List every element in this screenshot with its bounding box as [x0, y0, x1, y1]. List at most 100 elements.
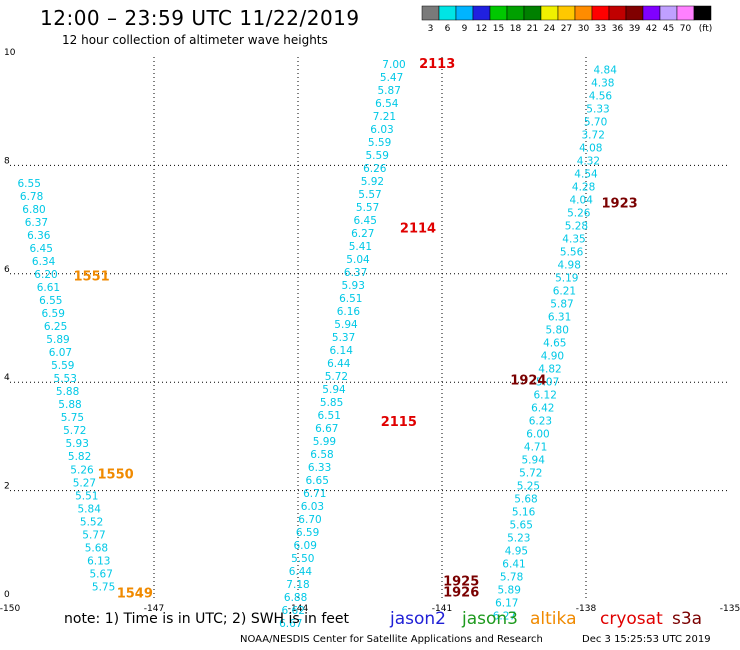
wave-height-value: 5.27: [73, 477, 96, 489]
wave-height-value: 5.57: [356, 202, 379, 214]
colorbar-swatch: [489, 5, 508, 21]
colorbar-label: 18: [510, 24, 522, 34]
wave-height-value: 5.77: [82, 529, 105, 541]
wave-height-value: 6.17: [495, 598, 518, 610]
x-tick-label: -150: [0, 604, 20, 614]
colorbar-label: 45: [663, 24, 674, 34]
wave-height-value: 5.87: [378, 85, 401, 97]
wave-height-value: 5.65: [510, 520, 533, 532]
wave-height-value: 5.59: [51, 360, 74, 372]
wave-height-value: 6.62: [282, 605, 305, 617]
colorbar-swatch: [659, 5, 678, 21]
wave-height-value: 6.41: [502, 559, 525, 571]
wave-height-value: 6.65: [306, 475, 329, 487]
wave-height-value: 5.41: [349, 241, 372, 253]
colorbar-label: 6: [445, 24, 451, 34]
colorbar-label: 3: [428, 24, 434, 34]
x-tick-label: -144: [288, 604, 309, 614]
wave-height-value: 5.99: [313, 436, 336, 448]
wave-height-value: 5.80: [546, 324, 569, 336]
wave-height-value: 6.59: [296, 527, 319, 539]
wave-height-value: 6.45: [30, 243, 53, 255]
wave-height-value: 4.08: [579, 142, 602, 154]
wave-height-value: 6.44: [327, 358, 351, 370]
wave-height-value: 4.84: [594, 64, 618, 76]
wave-height-value: 5.04: [346, 254, 370, 266]
wave-height-value: 6.51: [339, 293, 362, 305]
wave-height-value: 7.18: [286, 579, 309, 591]
note-text: note: 1) Time is in UTC; 2) SWH is in fe…: [64, 611, 350, 627]
colorbar-label: 9: [462, 24, 468, 34]
wave-height-value: 5.75: [61, 412, 84, 424]
pass-time-label: 1550: [98, 468, 134, 483]
wave-height-value: 5.89: [46, 334, 69, 346]
wave-height-value: 5.68: [85, 542, 108, 554]
wave-height-value: 5.70: [584, 116, 607, 128]
wave-height-value: 6.03: [301, 501, 324, 513]
wave-height-value: 6.20: [34, 269, 57, 281]
wave-height-value: 5.72: [325, 371, 348, 383]
wave-height-value: 4.54: [574, 168, 598, 180]
wave-height-value: 5.94: [334, 319, 358, 331]
wave-height-value: 6.54: [375, 98, 399, 110]
wave-height-value: 5.37: [332, 332, 355, 344]
wave-height-value: 4.04: [570, 194, 594, 206]
legend-s3a: s3a: [672, 609, 703, 629]
wave-height-value: 6.16: [337, 306, 361, 318]
wave-height-value: 5.78: [500, 572, 523, 584]
wave-height-value: 6.33: [308, 462, 331, 474]
colorbar-label: 12: [476, 24, 487, 34]
wave-height-value: 6.55: [18, 178, 41, 190]
wave-height-value: 5.67: [90, 568, 113, 580]
colorbar-swatch: [523, 5, 542, 21]
wave-height-value: 5.57: [358, 189, 381, 201]
wave-height-value: 5.72: [63, 425, 86, 437]
wave-height-value: 4.82: [538, 363, 561, 375]
wave-height-value: 5.19: [555, 272, 578, 284]
y-tick-label: 8: [4, 156, 10, 166]
wave-height-value: 6.26: [363, 163, 387, 175]
wave-height-value: 6.80: [22, 204, 45, 216]
wave-height-value: 5.68: [514, 494, 537, 506]
wave-height-value: 5.25: [517, 481, 540, 493]
wave-height-value: 4.98: [558, 259, 581, 271]
wave-height-value: 5.92: [361, 176, 384, 188]
legend-cryosat: cryosat: [600, 609, 663, 629]
wave-height-value: 6.70: [298, 514, 321, 526]
wave-height-value: 5.26: [70, 464, 94, 476]
colorbar-label: 21: [527, 24, 538, 34]
pass-time-label: 2114: [400, 222, 436, 237]
wave-height-value: 4.38: [591, 77, 614, 89]
wave-height-value: 6.25: [44, 321, 67, 333]
colorbar-label: 27: [561, 24, 572, 34]
x-tick-label: -135: [720, 604, 740, 614]
wave-height-value: 5.89: [498, 585, 521, 597]
wave-height-value: 6.21: [553, 285, 576, 297]
wave-height-value: 5.52: [80, 516, 103, 528]
wave-height-value: 6.14: [330, 345, 354, 357]
y-tick-label: 10: [4, 48, 16, 58]
wave-height-value: 5.88: [56, 386, 79, 398]
colorbar-swatch: [574, 5, 593, 21]
wave-height-value: 6.59: [42, 308, 65, 320]
chart-title: 12:00 – 23:59 UTC 11/22/2019: [40, 6, 360, 30]
wave-height-value: 5.33: [586, 103, 609, 115]
wave-height-value: 5.51: [75, 490, 98, 502]
colorbar-label: 30: [578, 24, 590, 34]
wave-height-value: 6.88: [284, 592, 307, 604]
wave-height-value: 6.13: [87, 555, 110, 567]
colorbar-swatch: [557, 5, 576, 21]
wave-height-value: 4.65: [543, 337, 566, 349]
wave-height-value: 5.88: [58, 399, 81, 411]
wave-height-value: 6.78: [20, 191, 43, 203]
colorbar-swatch: [421, 5, 440, 21]
wave-height-value: 5.75: [92, 581, 115, 593]
wave-height-value: 4.71: [524, 441, 547, 453]
wave-height-value: 6.51: [318, 410, 341, 422]
wave-height-value: 5.59: [366, 150, 389, 162]
wave-height-value: 6.67: [315, 423, 338, 435]
colorbar-label: 42: [646, 24, 657, 34]
wave-height-value: 5.93: [66, 438, 89, 450]
